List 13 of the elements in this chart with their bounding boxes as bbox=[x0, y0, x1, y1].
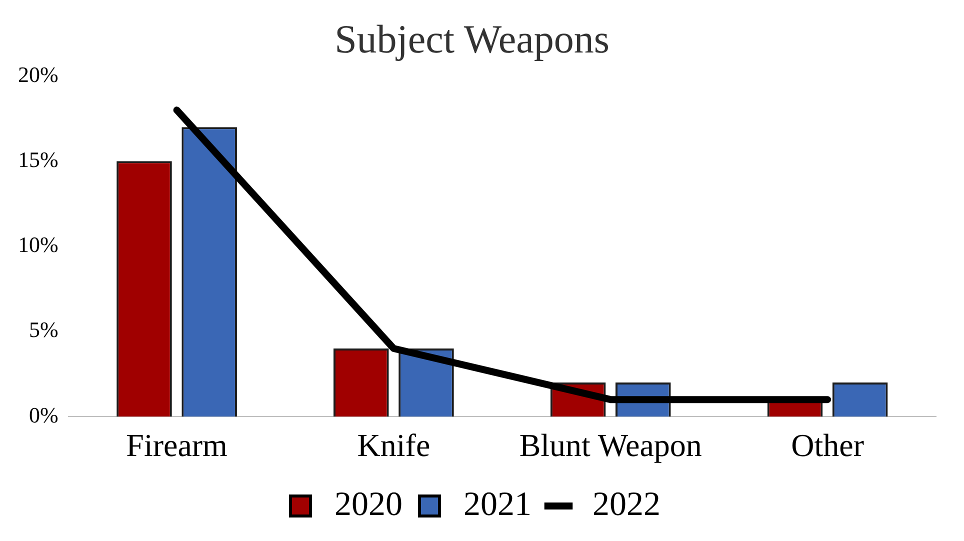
y-tick-label: 15% bbox=[18, 146, 58, 172]
y-tick-label: 5% bbox=[29, 317, 58, 342]
x-tick-label: Knife bbox=[357, 427, 430, 464]
legend-label: 2021 bbox=[464, 486, 532, 523]
x-tick-label: Firearm bbox=[126, 427, 228, 464]
x-tick-label: Blunt Weapon bbox=[519, 427, 702, 464]
legend-label: 2020 bbox=[334, 486, 402, 523]
y-tick-label: 0% bbox=[29, 402, 58, 428]
x-tick-label: Other bbox=[791, 427, 864, 464]
chart-title: Subject Weapons bbox=[334, 16, 610, 62]
y-tick-label: 10% bbox=[18, 232, 58, 258]
y-tick-label: 20% bbox=[18, 62, 58, 87]
legend-label: 2022 bbox=[592, 486, 660, 523]
